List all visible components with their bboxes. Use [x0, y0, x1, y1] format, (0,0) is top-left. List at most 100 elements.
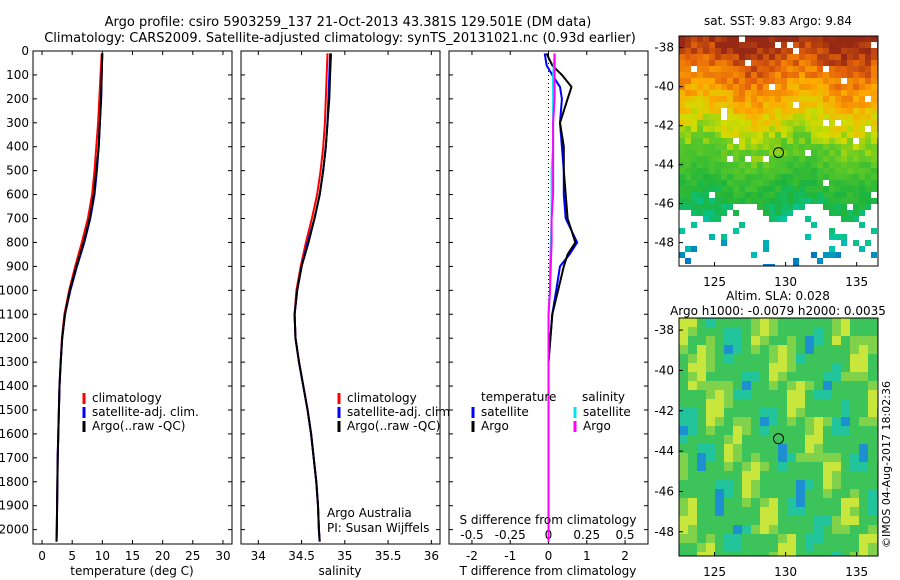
- map-cell: [769, 114, 775, 120]
- map-cell: [742, 516, 751, 525]
- map-cell: [685, 60, 691, 66]
- map-cell: [829, 228, 835, 234]
- map-cell: [715, 204, 721, 210]
- legend-label: Argo: [583, 419, 611, 433]
- map-cell: [787, 66, 793, 72]
- figure-title-line2: Climatology: CARS2009. Satellite-adjuste…: [44, 31, 636, 46]
- map-cell: [757, 156, 763, 162]
- map-cell: [760, 471, 769, 480]
- map-cell: [814, 489, 823, 498]
- map-cell: [679, 108, 685, 114]
- map-cell: [697, 417, 706, 426]
- map-cell: [739, 108, 745, 114]
- map-cell: [859, 444, 868, 453]
- map-cell: [865, 120, 871, 126]
- map-cell: [805, 417, 814, 426]
- map-cell: [805, 453, 814, 462]
- map-cell: [841, 144, 847, 150]
- map-cell: [859, 42, 865, 48]
- map-cell: [739, 186, 745, 192]
- map-cell: [781, 150, 787, 156]
- map-cell: [778, 327, 787, 336]
- map-cell: [859, 198, 865, 204]
- map-cell: [706, 453, 715, 462]
- map-cell: [778, 534, 787, 543]
- map-cell: [850, 507, 859, 516]
- map-cell: [742, 408, 751, 417]
- map-cell: [868, 444, 877, 453]
- map-cell: [841, 444, 850, 453]
- map-cell: [745, 186, 751, 192]
- map-cell: [757, 186, 763, 192]
- map-cell: [781, 144, 787, 150]
- map-cell: [685, 132, 691, 138]
- map-cell: [733, 102, 739, 108]
- map-cell: [715, 453, 724, 462]
- map-cell: [829, 114, 835, 120]
- map-cell: [781, 42, 787, 48]
- map-cell: [793, 192, 799, 198]
- map-cell: [805, 435, 814, 444]
- map-cell: [721, 240, 727, 246]
- map-cell: [769, 444, 778, 453]
- map-cell: [796, 543, 805, 552]
- map-cell: [757, 162, 763, 168]
- map-cell: [829, 102, 835, 108]
- map-cell: [796, 354, 805, 363]
- map-cell: [787, 192, 793, 198]
- map-cell: [865, 204, 871, 210]
- map-cell: [697, 426, 706, 435]
- map-cell: [745, 180, 751, 186]
- map-cell: [721, 174, 727, 180]
- map-cell: [829, 90, 835, 96]
- map-cell: [835, 186, 841, 192]
- map-cell: [775, 66, 781, 72]
- map-cell: [727, 168, 733, 174]
- map-cell: [691, 60, 697, 66]
- depth-tick-label: 900: [6, 259, 29, 273]
- map-cell: [715, 114, 721, 120]
- map-cell: [769, 150, 775, 156]
- map-cell: [859, 108, 865, 114]
- map-cell: [709, 198, 715, 204]
- map-cell: [679, 444, 688, 453]
- map-cell: [835, 108, 841, 114]
- map-cell: [727, 42, 733, 48]
- map-cell: [769, 381, 778, 390]
- map-cell: [769, 462, 778, 471]
- map-cell: [841, 90, 847, 96]
- map-cell: [769, 399, 778, 408]
- map-cell: [733, 168, 739, 174]
- map-cell: [763, 264, 769, 266]
- legend-label: satellite-adj. clim.: [347, 405, 454, 419]
- map-cell: [763, 186, 769, 192]
- map-cell: [817, 60, 823, 66]
- map-cell: [706, 318, 715, 327]
- map-cell: [721, 66, 727, 72]
- map-cell: [778, 381, 787, 390]
- map-cell: [805, 162, 811, 168]
- map-cell: [769, 543, 778, 552]
- map-cell: [823, 444, 832, 453]
- map-cell: [835, 150, 841, 156]
- map-cell: [847, 210, 853, 216]
- map-cell: [829, 204, 835, 210]
- map-cell: [709, 96, 715, 102]
- map-cell: [799, 174, 805, 180]
- map-cell: [865, 54, 871, 60]
- map-cell: [751, 336, 760, 345]
- map-cell: [715, 48, 721, 54]
- map-cell: [859, 84, 865, 90]
- map-cell: [868, 327, 877, 336]
- map-cell: [832, 327, 841, 336]
- map-cell: [733, 345, 742, 354]
- map-cell: [775, 78, 781, 84]
- map-y-tick-label: -46: [654, 197, 674, 211]
- map-cell: [739, 102, 745, 108]
- map-cell: [745, 114, 751, 120]
- map-cell: [823, 108, 829, 114]
- map-cell: [760, 552, 769, 556]
- map-cell: [805, 480, 814, 489]
- map-cell: [841, 162, 847, 168]
- depth-tick-label: 1100: [0, 307, 29, 321]
